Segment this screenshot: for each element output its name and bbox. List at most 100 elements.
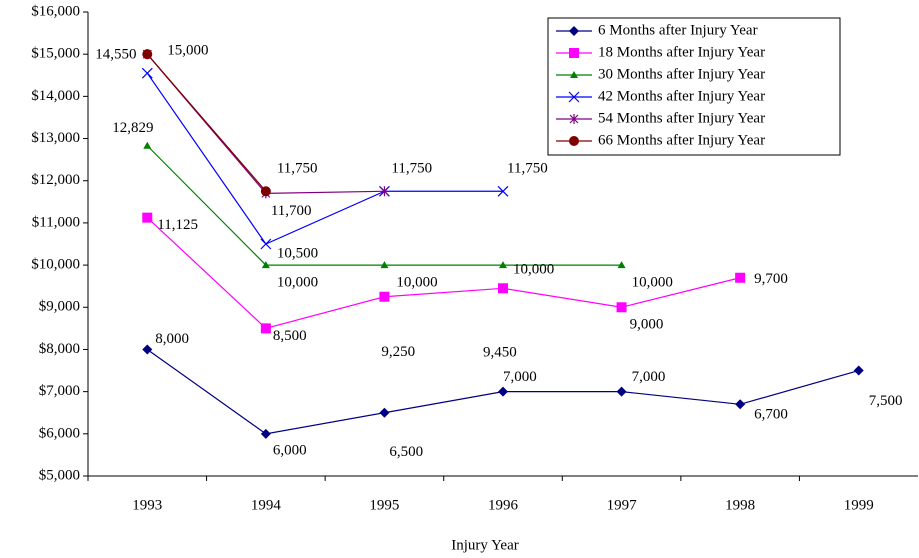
- marker-shape: [141, 67, 153, 79]
- marker-shape: [260, 238, 272, 250]
- data-point: [143, 141, 152, 149]
- data-label: 6,700: [754, 407, 788, 423]
- y-tick-label: $8,000: [39, 341, 80, 357]
- data-point: [498, 283, 508, 294]
- data-point: [142, 344, 153, 355]
- x-axis-label: Injury Year: [451, 537, 519, 553]
- marker-shape: [616, 302, 627, 313]
- data-label: 11,125: [157, 217, 198, 233]
- marker-shape: [379, 407, 390, 418]
- data-label: 7,000: [632, 369, 666, 385]
- data-label: 9,450: [483, 345, 517, 361]
- legend-label: 30 Months after Injury Year: [598, 66, 765, 82]
- data-label: 10,000: [277, 275, 318, 291]
- data-point: [142, 49, 153, 60]
- data-label: 14,550: [95, 47, 136, 63]
- legend-label: 6 Months after Injury Year: [598, 22, 758, 38]
- marker-shape: [569, 48, 579, 58]
- y-tick-label: $15,000: [31, 46, 80, 62]
- marker-shape: [261, 261, 270, 269]
- data-point: [380, 186, 389, 197]
- legend-label: 54 Months after Injury Year: [598, 110, 765, 126]
- marker-shape: [569, 26, 579, 36]
- x-tick-label: 1996: [488, 497, 519, 513]
- legend-marker: [570, 71, 578, 78]
- marker-shape: [380, 186, 389, 197]
- legend-label: 18 Months after Injury Year: [598, 44, 765, 60]
- data-point: [260, 323, 271, 334]
- marker-shape: [260, 186, 271, 197]
- marker-shape: [142, 212, 153, 223]
- data-point: [497, 185, 509, 197]
- data-point: [379, 407, 390, 418]
- legend-label: 66 Months after Injury Year: [598, 132, 765, 148]
- data-label: 12,829: [112, 120, 153, 136]
- data-label: 6,500: [389, 444, 423, 460]
- x-tick-label: 1995: [369, 497, 399, 513]
- marker-shape: [142, 49, 153, 60]
- marker-shape: [569, 136, 579, 146]
- legend-marker: [569, 114, 579, 124]
- y-tick-label: $14,000: [31, 88, 80, 104]
- data-point: [141, 67, 153, 79]
- marker-shape: [260, 323, 271, 334]
- marker-shape: [260, 428, 271, 439]
- data-label: 15,000: [167, 43, 208, 59]
- data-point: [379, 291, 390, 302]
- y-tick-label: $7,000: [39, 383, 80, 399]
- data-point: [260, 186, 271, 197]
- marker-shape: [568, 91, 580, 103]
- x-tick-label: 1999: [844, 497, 874, 513]
- data-label: 9,700: [754, 271, 788, 287]
- marker-shape: [735, 399, 746, 410]
- y-tick-label: $10,000: [31, 257, 80, 273]
- data-label: 10,000: [632, 275, 673, 291]
- data-label: 7,500: [869, 393, 903, 409]
- x-tick-label: 1997: [607, 497, 638, 513]
- marker-shape: [569, 114, 579, 124]
- x-tick-label: 1993: [132, 497, 162, 513]
- y-tick-label: $9,000: [39, 299, 80, 315]
- data-point: [142, 212, 153, 223]
- y-tick-label: $5,000: [39, 467, 80, 483]
- marker-shape: [616, 386, 627, 397]
- data-label: 6,000: [273, 442, 307, 458]
- legend-marker: [569, 136, 579, 146]
- marker-shape: [497, 185, 509, 197]
- marker-shape: [735, 272, 746, 283]
- data-point: [498, 386, 508, 397]
- data-point: [735, 399, 746, 410]
- data-label: 11,750: [391, 161, 432, 177]
- data-label: 11,750: [277, 161, 318, 177]
- data-point: [261, 261, 270, 269]
- data-label: 9,250: [381, 344, 415, 360]
- series-line: [146, 72, 503, 245]
- data-point: [617, 261, 626, 269]
- x-tick-label: 1998: [725, 497, 755, 513]
- legend-marker: [569, 48, 579, 58]
- series-line: [146, 53, 267, 192]
- marker-shape: [380, 261, 389, 269]
- data-label: 8,000: [155, 331, 189, 347]
- y-tick-label: $6,000: [39, 425, 80, 441]
- marker-shape: [499, 261, 507, 269]
- data-label: 10,000: [396, 275, 437, 291]
- data-point: [499, 261, 507, 269]
- data-label: 9,000: [630, 317, 664, 333]
- data-point: [260, 428, 271, 439]
- x-tick-label: 1994: [251, 497, 282, 513]
- data-point: [853, 365, 864, 376]
- marker-shape: [570, 71, 578, 78]
- series-line: [146, 217, 741, 330]
- y-tick-label: $13,000: [31, 130, 80, 146]
- legend-label: 42 Months after Injury Year: [598, 88, 765, 104]
- legend-marker: [568, 91, 580, 103]
- data-point: [616, 386, 627, 397]
- data-label: 11,700: [271, 203, 312, 219]
- marker-shape: [142, 344, 153, 355]
- y-tick-label: $11,000: [32, 214, 80, 230]
- data-label: 10,000: [513, 262, 554, 278]
- data-point: [735, 272, 746, 283]
- series-line: [146, 145, 622, 266]
